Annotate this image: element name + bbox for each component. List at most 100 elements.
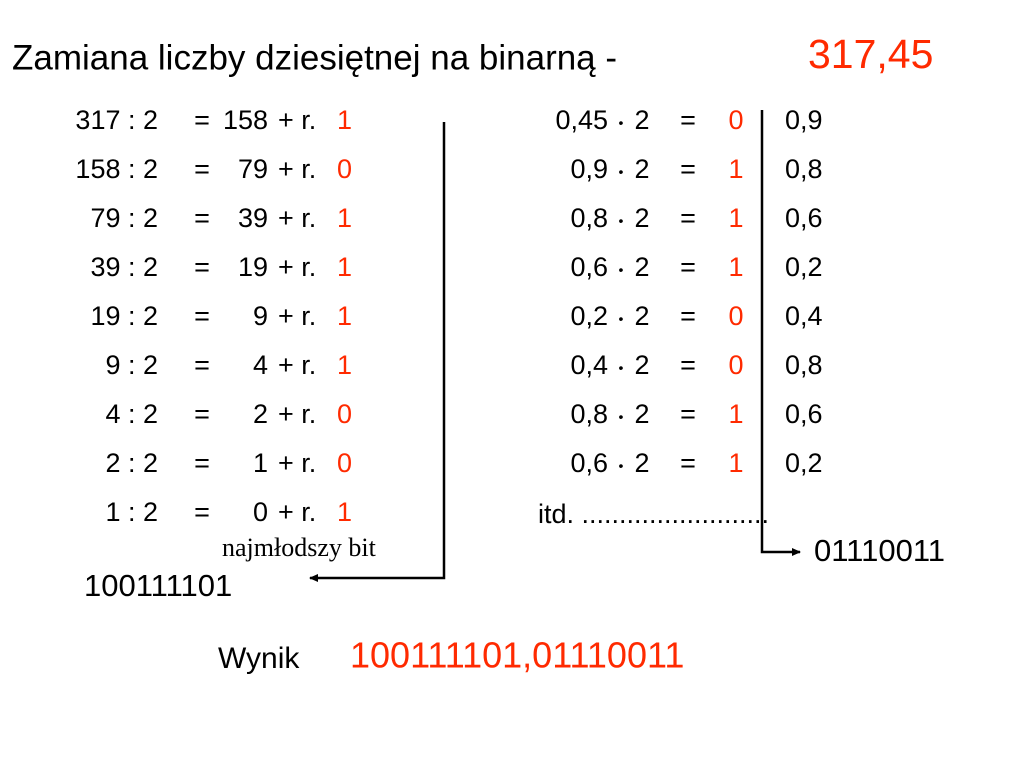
remainder-bit: 0 <box>337 448 352 478</box>
multiplicand: 0,4 <box>570 350 608 380</box>
remainder-label: + r. <box>278 399 316 429</box>
equals: = <box>194 448 210 478</box>
equals: = <box>680 448 696 478</box>
factor: 2 <box>634 301 649 331</box>
fraction-bit: 1 <box>728 399 743 429</box>
division: 79 : 2 <box>90 203 158 233</box>
division: 39 : 2 <box>90 252 158 282</box>
multiply-dot: • <box>619 262 624 278</box>
fraction-bit: 1 <box>728 448 743 478</box>
integer-result: 100111101 <box>84 568 232 603</box>
equals: = <box>680 203 696 233</box>
division: 19 : 2 <box>90 301 158 331</box>
multiplicand: 0,6 <box>570 252 608 282</box>
fraction-rest: 0,2 <box>785 252 823 282</box>
fraction-bit: 0 <box>728 350 743 380</box>
equals: = <box>194 105 210 135</box>
quotient: 4 <box>253 350 268 380</box>
fraction-rest: 0,8 <box>785 154 823 184</box>
remainder-label: + r. <box>278 252 316 282</box>
equals: = <box>194 350 210 380</box>
quotient: 9 <box>253 301 268 331</box>
quotient: 1 <box>253 448 268 478</box>
note: najmłodszy bit <box>222 533 377 562</box>
remainder-bit: 1 <box>337 301 352 331</box>
equals: = <box>194 301 210 331</box>
remainder-bit: 1 <box>337 497 352 527</box>
etc: itd. ......................... <box>538 499 769 529</box>
division: 158 : 2 <box>75 154 158 184</box>
remainder-label: + r. <box>278 203 316 233</box>
division: 2 : 2 <box>105 448 158 478</box>
equals: = <box>680 301 696 331</box>
factor: 2 <box>634 105 649 135</box>
division: 9 : 2 <box>105 350 158 380</box>
remainder-bit: 1 <box>337 350 352 380</box>
remainder-bit: 1 <box>337 252 352 282</box>
multiply-dot: • <box>619 311 624 327</box>
quotient: 79 <box>238 154 268 184</box>
quotient: 158 <box>223 105 268 135</box>
multiply-dot: • <box>619 164 624 180</box>
remainder-label: + r. <box>278 350 316 380</box>
fraction-bit: 1 <box>728 203 743 233</box>
factor: 2 <box>634 399 649 429</box>
title: Zamiana liczby dziesiętnej na binarną - <box>12 38 617 77</box>
factor: 2 <box>634 154 649 184</box>
remainder-label: + r. <box>278 105 316 135</box>
multiply-dot: • <box>619 409 624 425</box>
arrow-left <box>309 122 446 582</box>
equals: = <box>680 252 696 282</box>
multiply-dot: • <box>619 115 624 131</box>
quotient: 0 <box>253 497 268 527</box>
fraction-rest: 0,9 <box>785 105 823 135</box>
fraction-bit: 1 <box>728 154 743 184</box>
equals: = <box>680 350 696 380</box>
multiply-dot: • <box>619 458 624 474</box>
multiplicand: 0,45 <box>555 105 608 135</box>
equals: = <box>194 252 210 282</box>
quotient: 19 <box>238 252 268 282</box>
factor: 2 <box>634 203 649 233</box>
multiply-dot: • <box>619 360 624 376</box>
fraction-bit: 0 <box>728 105 743 135</box>
equals: = <box>680 399 696 429</box>
equals: = <box>680 105 696 135</box>
multiplicand: 0,6 <box>570 448 608 478</box>
arrow-right <box>760 110 801 556</box>
fraction-rest: 0,6 <box>785 203 823 233</box>
multiplicand: 0,2 <box>570 301 608 331</box>
equals: = <box>194 497 210 527</box>
quotient: 39 <box>238 203 268 233</box>
result-label: Wynik <box>218 642 300 675</box>
division: 317 : 2 <box>75 105 158 135</box>
fraction-rest: 0,4 <box>785 301 823 331</box>
remainder-bit: 1 <box>337 203 352 233</box>
remainder-label: + r. <box>278 301 316 331</box>
fraction-rest: 0,8 <box>785 350 823 380</box>
division: 1 : 2 <box>105 497 158 527</box>
factor: 2 <box>634 350 649 380</box>
multiply-dot: • <box>619 213 624 229</box>
division: 4 : 2 <box>105 399 158 429</box>
remainder-label: + r. <box>278 497 316 527</box>
result-value: 100111101,01110011 <box>350 635 684 676</box>
remainder-bit: 1 <box>337 105 352 135</box>
remainder-label: + r. <box>278 154 316 184</box>
factor: 2 <box>634 252 649 282</box>
equals: = <box>194 399 210 429</box>
fraction-bit: 0 <box>728 301 743 331</box>
remainder-bit: 0 <box>337 399 352 429</box>
equals: = <box>680 154 696 184</box>
equals: = <box>194 203 210 233</box>
multiplicand: 0,8 <box>570 203 608 233</box>
fraction-bit: 1 <box>728 252 743 282</box>
remainder-label: + r. <box>278 448 316 478</box>
fraction-result: 01110011 <box>814 533 945 568</box>
multiplicand: 0,8 <box>570 399 608 429</box>
fraction-rest: 0,6 <box>785 399 823 429</box>
multiplicand: 0,9 <box>570 154 608 184</box>
quotient: 2 <box>253 399 268 429</box>
